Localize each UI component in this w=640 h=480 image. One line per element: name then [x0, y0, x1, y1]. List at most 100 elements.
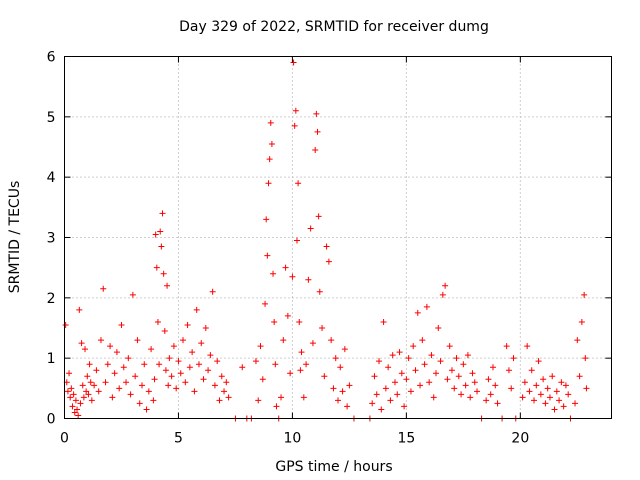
data-point: [394, 391, 401, 398]
data-point: [489, 364, 496, 371]
data-point: [396, 349, 403, 356]
data-point: [508, 385, 515, 392]
data-point: [325, 258, 332, 265]
data-point: [433, 370, 440, 377]
data-point: [401, 403, 408, 410]
data-point: [474, 388, 481, 395]
data-point: [88, 397, 95, 404]
data-point: [553, 388, 560, 395]
data-point: [71, 409, 78, 416]
points-layer: [62, 59, 590, 422]
data-point: [145, 388, 152, 395]
y-tick-label: 0: [47, 412, 56, 428]
x-ticks: 0 5 10 15 20: [60, 56, 529, 447]
data-point: [151, 376, 158, 383]
data-point: [298, 349, 305, 356]
data-point: [216, 397, 223, 404]
data-point: [68, 385, 75, 392]
data-point: [309, 340, 316, 347]
data-point: [257, 343, 264, 350]
data-point: [182, 379, 189, 386]
data-point: [505, 367, 512, 374]
data-point: [264, 252, 271, 259]
y-tick-label: 6: [47, 50, 56, 66]
data-point: [581, 291, 588, 298]
data-point: [313, 110, 320, 117]
data-point: [428, 352, 435, 359]
data-point: [291, 122, 298, 129]
data-point: [339, 388, 346, 395]
data-point: [162, 367, 169, 374]
data-point: [184, 321, 191, 328]
data-point: [332, 355, 339, 362]
data-point: [341, 346, 348, 353]
data-point: [385, 364, 392, 371]
data-point: [562, 382, 569, 389]
data-point: [458, 391, 465, 398]
data-point: [173, 385, 180, 392]
data-point: [189, 349, 196, 356]
data-point: [307, 225, 314, 232]
data-point: [84, 373, 91, 380]
data-point: [205, 367, 212, 374]
data-point: [542, 400, 549, 407]
data-point: [398, 370, 405, 377]
data-point: [560, 403, 567, 410]
data-point: [82, 346, 89, 353]
data-point: [259, 376, 266, 383]
data-point: [583, 385, 590, 392]
data-point: [303, 361, 310, 368]
data-point: [455, 373, 462, 380]
data-point: [272, 361, 279, 368]
data-point: [280, 337, 287, 344]
data-point: [255, 397, 262, 404]
data-point: [80, 394, 87, 401]
data-point: [521, 379, 528, 386]
data-point: [158, 243, 165, 250]
data-point: [72, 397, 79, 404]
data-point: [312, 147, 319, 154]
data-point: [156, 361, 163, 368]
data-point: [87, 379, 94, 386]
data-point: [503, 343, 510, 350]
data-point: [533, 382, 540, 389]
x-tick-label: 10: [284, 431, 302, 447]
data-point: [214, 358, 221, 365]
data-point: [417, 382, 424, 389]
data-point: [346, 382, 353, 389]
data-point: [305, 276, 312, 283]
data-point: [132, 373, 139, 380]
data-point: [123, 379, 130, 386]
data-point: [118, 321, 125, 328]
data-point: [148, 346, 155, 353]
y-tick-label: 1: [47, 351, 56, 367]
data-point: [293, 237, 300, 244]
data-point: [414, 309, 421, 316]
data-point: [471, 379, 478, 386]
data-point: [77, 400, 84, 407]
data-point: [462, 382, 469, 389]
y-tick-label: 4: [47, 170, 56, 186]
data-point: [558, 379, 565, 386]
data-point: [389, 352, 396, 359]
data-point: [278, 394, 285, 401]
data-point: [157, 228, 164, 235]
data-point: [79, 382, 86, 389]
data-point: [528, 367, 535, 374]
data-point: [83, 388, 90, 395]
data-point: [576, 373, 583, 380]
chart-title: Day 329 of 2022, SRMTID for receiver dum…: [179, 19, 489, 35]
y-tick-label: 2: [47, 291, 56, 307]
data-point: [321, 373, 328, 380]
data-point: [78, 340, 85, 347]
data-point: [485, 376, 492, 383]
data-point: [546, 394, 553, 401]
data-point: [76, 306, 83, 313]
data-point: [380, 318, 387, 325]
data-point: [150, 397, 157, 404]
data-point: [211, 382, 218, 389]
y-axis-label: SRMTID / TECUs: [7, 181, 23, 294]
data-point: [168, 373, 175, 380]
data-point: [524, 343, 531, 350]
